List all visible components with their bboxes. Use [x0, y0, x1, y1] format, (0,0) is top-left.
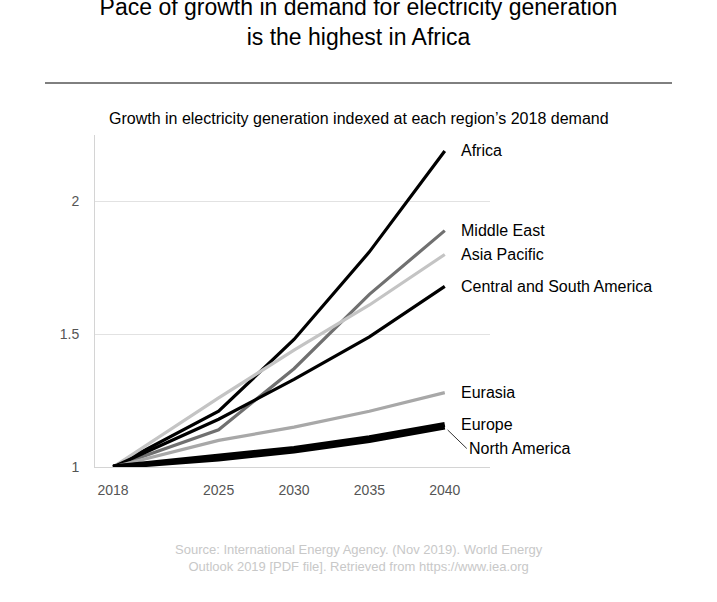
svg-text:Growth in electricity generati: Growth in electricity generation indexed… [109, 110, 609, 127]
svg-text:North America: North America [469, 440, 570, 457]
svg-text:2025: 2025 [203, 482, 234, 498]
svg-text:1.5: 1.5 [60, 326, 80, 342]
svg-text:2040: 2040 [429, 482, 460, 498]
svg-text:Source: International Energy A: Source: International Energy Agency. (No… [175, 542, 543, 574]
svg-text:2018: 2018 [98, 482, 129, 498]
svg-text:2030: 2030 [278, 482, 309, 498]
svg-text:Central and South America: Central and South America [461, 278, 652, 295]
svg-text:1: 1 [71, 459, 79, 475]
svg-text:Asia Pacific: Asia Pacific [461, 246, 544, 263]
svg-text:Africa: Africa [461, 142, 502, 159]
svg-text:2035: 2035 [354, 482, 385, 498]
svg-text:Europe: Europe [461, 416, 513, 433]
svg-text:Pace of growth in demand for e: Pace of growth in demand for electricity… [100, 0, 618, 50]
svg-text:Middle East: Middle East [461, 222, 545, 239]
svg-text:Eurasia: Eurasia [461, 384, 515, 401]
svg-text:2: 2 [71, 193, 79, 209]
